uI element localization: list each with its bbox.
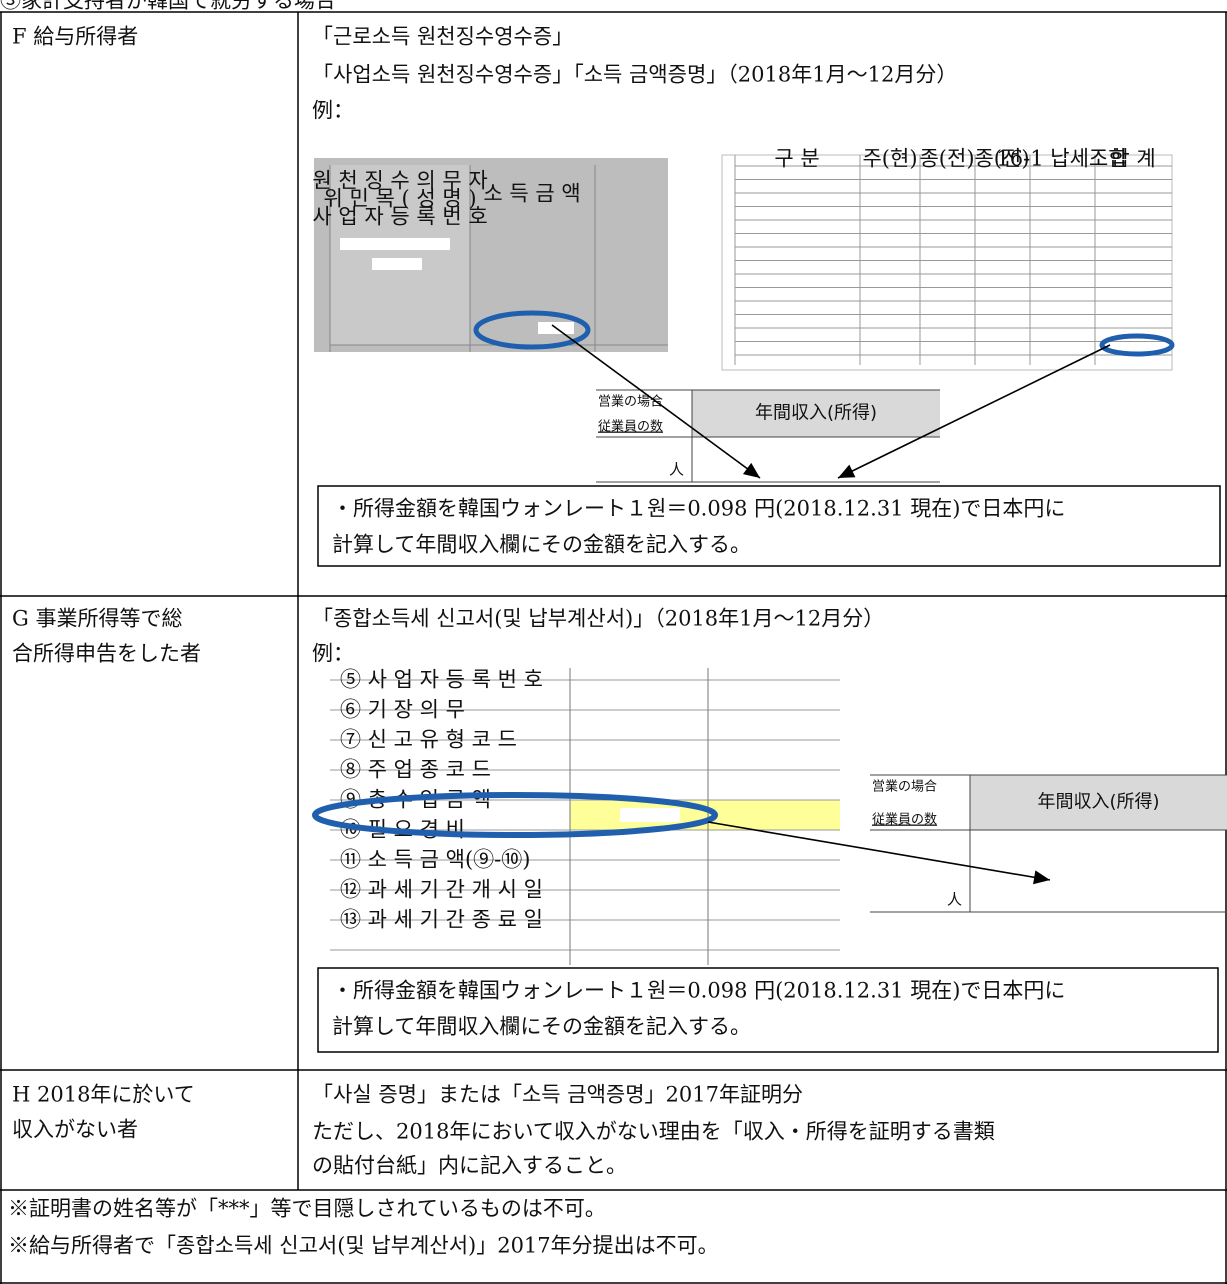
text: 収入がない者 [12,1118,138,1142]
text: ⑫ 과 세 기 간 개 시 일 [340,878,543,902]
text: ⑤ 사 업 자 등 록 번 호 [340,668,543,692]
text: 年間収入(所得) [1037,792,1159,813]
scan-panel [330,165,470,345]
text: 16-1 납세조합 [996,147,1127,171]
text: 従業員の数 [872,812,937,828]
table-header [692,390,940,437]
text: 합 계 [1110,147,1155,171]
text: ⑧ 주 업 종 코 드 [340,758,491,782]
text: 営業の場合 [598,394,663,410]
note-box [317,485,1221,567]
text: 원 천 징 수 의 무 자 [312,169,487,193]
text: ⑬ 과 세 기 간 종 료 일 [340,908,543,932]
text: 例： [312,99,354,123]
redaction [340,238,450,250]
arrow-head [742,462,760,478]
text: 例： [312,642,354,666]
text: 종(전) [974,147,1029,171]
text: 年間収入(所得) [755,403,877,424]
text: 위 민 목 ( 성 명 ) [323,187,476,211]
text: 人 [669,461,684,479]
text: ⑦ 신 고 유 형 코 드 [340,728,517,752]
text: ・所得金額を韓国ウォンレート１원＝0.098 円(2018.12.31 現在)で… [332,979,1065,1003]
redaction [372,258,422,270]
rule [837,344,1111,479]
text: H 2018年に於いて [12,1083,195,1107]
text: F 給与所得者 [12,25,138,49]
text: 「사업소득 원천징수영수증」「소득 금액증명」（2018年1月～12月分） [312,63,957,87]
text: ⑪ 소 득 금 액(⑨-⑩) [340,848,530,872]
text: 営業の場合 [872,779,937,795]
text: 「근로소득 원천징수영수증」 [312,25,573,49]
text: ⑥ 기 장 의 무 [340,698,465,722]
rule [707,821,1051,881]
text: ・所得金額を韓国ウォンレート１원＝0.098 円(2018.12.31 現在)で… [332,497,1065,521]
rule [551,324,761,479]
text: 人 [947,891,962,909]
text: 合所得申告をした者 [12,642,201,666]
highlight-circle [473,310,591,350]
text: 従業員の数 [598,419,663,435]
text: ただし、2018年において収入がない理由を「収入・所得を証明する書類 [312,1120,995,1144]
table-header [970,775,1227,830]
highlight [570,800,840,830]
text: 구 분 [774,147,819,171]
text: 소 득 금 액 [483,182,580,206]
text: 計算して年間収入欄にその金額を記入する。 [332,1015,751,1039]
text: G 事業所得等で総 [12,607,182,631]
arrow-head [1033,870,1050,885]
text: 사 업 자 등 록 번 호 [312,205,487,229]
text: の貼付台紙」内に記入すること。 [312,1154,627,1178]
text: 「사실 증명」または「소득 금액증명」2017年証明分 [312,1083,803,1107]
text: ※証明書の姓名等が「***」等で目隠しされているものは不可。 [8,1197,606,1221]
highlight-circle [312,792,718,838]
redaction [620,808,680,822]
highlight-circle [1099,333,1175,357]
scan-image [721,154,1173,371]
text: ※給与所得者で「종합소득세 신고서(및 납부계산서)」2017年分提出は不可。 [8,1234,719,1258]
note-box [317,967,1219,1053]
text: 주(현) [862,147,917,171]
text: 종(전) [919,147,974,171]
text: 「종합소득세 신고서(및 납부계산서)」（2018年1月～12月分） [312,607,884,631]
text: ③家計支持者が韓国で就労する場合 [0,0,336,13]
text: 計算して年間収入欄にその金額を記入する。 [332,533,751,557]
arrow-head [838,464,856,478]
